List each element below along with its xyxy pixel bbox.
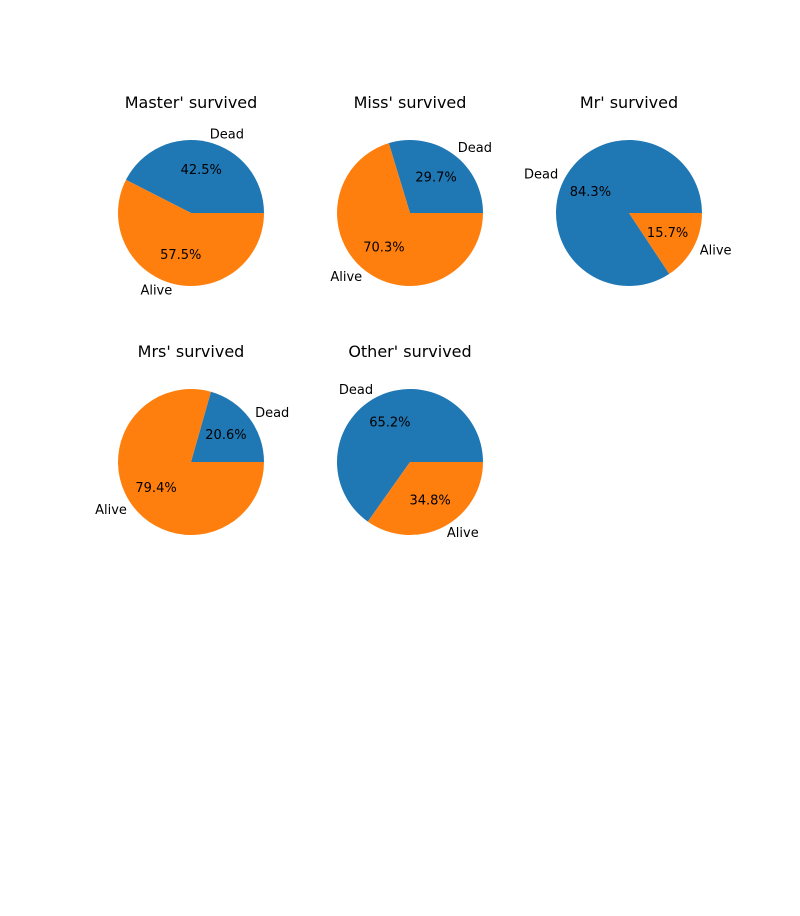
pie-slice-dead: [125, 139, 265, 213]
pie-slice-dead: [191, 391, 264, 462]
pie-slice-alive: [337, 143, 483, 287]
percent-label: 65.2%: [369, 416, 410, 431]
pie-slice-alive: [117, 388, 264, 535]
pie-slice-alive: [367, 462, 483, 535]
pie-chart-0: Master' survived Dead 42.5% Alive 57.5%: [118, 93, 265, 299]
percent-label: 20.6%: [205, 428, 246, 443]
pie-chart-3: Mrs' survived Dead 20.6% Alive 79.4%: [95, 342, 289, 535]
percent-label: 42.5%: [181, 163, 222, 178]
percent-label: 34.8%: [409, 493, 450, 508]
slice-label: Alive: [700, 244, 732, 259]
percent-label: 70.3%: [363, 241, 404, 256]
slice-label: Dead: [339, 383, 373, 398]
pie-title: Mr' survived: [580, 93, 678, 112]
percent-label: 29.7%: [415, 170, 456, 185]
slice-label: Dead: [255, 406, 289, 421]
pie-chart-4: Other' survived Dead 65.2% Alive 34.8%: [337, 342, 483, 541]
pie-slice-dead: [556, 140, 702, 287]
pie-title: Mrs' survived: [138, 342, 245, 361]
percent-label: 57.5%: [160, 248, 201, 263]
slice-label: Alive: [140, 284, 172, 299]
pie-title: Master' survived: [125, 93, 258, 112]
slice-label: Alive: [330, 270, 362, 285]
percent-label: 84.3%: [570, 185, 611, 200]
pie-slice-alive: [118, 179, 265, 287]
pie-slice-alive: [629, 213, 702, 274]
pie-slice-dead: [337, 388, 483, 522]
percent-label: 15.7%: [647, 226, 688, 241]
slice-label: Dead: [210, 127, 244, 142]
pie-slice-dead: [388, 139, 484, 213]
slice-label: Dead: [524, 167, 558, 182]
pie-chart-2: Mr' survived Dead 84.3% Alive 15.7%: [524, 93, 732, 287]
pie-title: Other' survived: [348, 342, 471, 361]
slice-label: Alive: [447, 526, 479, 541]
pie-title: Miss' survived: [354, 93, 467, 112]
slice-label: Dead: [458, 141, 492, 156]
slice-label: Alive: [95, 503, 127, 518]
percent-label: 79.4%: [135, 481, 176, 496]
